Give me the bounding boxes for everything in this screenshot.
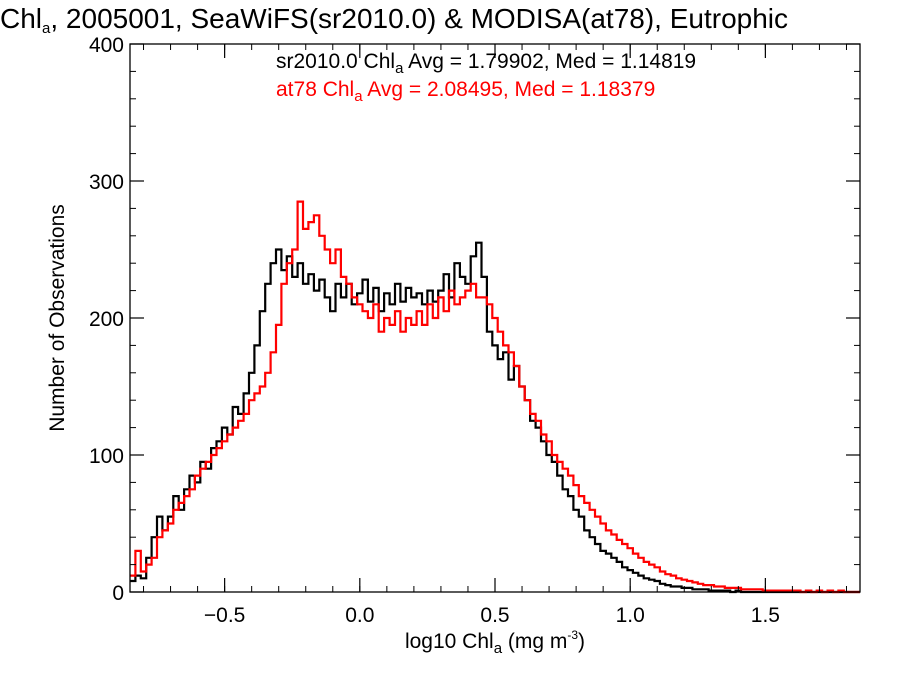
legend-entry-sr2010: sr2010.0 Chla Avg = 1.79902, Med = 1.148…: [276, 50, 696, 81]
legend-entry-at78: at78 Chla Avg = 2.08495, Med = 1.18379: [276, 78, 655, 109]
x-axis-label-units: (mg m: [502, 630, 568, 653]
x-axis-label: log10 Chla (mg m-3): [0, 628, 900, 657]
y-tick-label: 0: [112, 582, 124, 605]
title-rest: , 2005001, SeaWiFS(sr2010.0) & MODISA(at…: [50, 3, 789, 34]
legend-entry-stats: Avg = 1.79902, Med = 1.14819: [403, 50, 697, 73]
x-axis-label-superscript: -3: [567, 628, 579, 642]
legend-entry-subscript: a: [395, 60, 404, 77]
axes-layer: −0.5 0.0 0.5 1.0 1.5 0 100 200 300 400: [89, 34, 861, 627]
chart-title: Chla, 2005001, SeaWiFS(sr2010.0) & MODIS…: [0, 2, 900, 46]
title-subscript: a: [42, 20, 51, 37]
legend-entry-stats: Avg = 2.08495, Med = 1.18379: [362, 78, 656, 101]
y-axis-label: Number of Observations: [46, 204, 69, 432]
x-axis-label-subscript: a: [493, 640, 503, 657]
y-tick-label: 100: [89, 445, 124, 468]
title-prefix: Chl: [0, 3, 43, 34]
series-layer: [130, 200, 860, 594]
y-tick-label: 200: [89, 308, 124, 331]
series-sr2010.0-line: [130, 241, 860, 594]
y-tick-label: 400: [89, 34, 124, 57]
legend-entry-text: sr2010.0 Chl: [276, 50, 396, 73]
x-tick-label: 0.0: [345, 604, 374, 627]
x-tick-label: 1.5: [751, 604, 780, 627]
legend-entry-text: at78 Chl: [276, 78, 355, 101]
x-axis-label-text: log10 Chl: [404, 630, 494, 653]
y-tick-label: 300: [89, 171, 124, 194]
x-tick-label: 0.5: [480, 604, 509, 627]
x-tick-label: −0.5: [204, 604, 245, 627]
x-axis-label-close: ): [578, 630, 586, 653]
series-at78-line: [130, 200, 860, 594]
legend-entry-subscript: a: [354, 88, 363, 105]
x-tick-label: 1.0: [616, 604, 645, 627]
